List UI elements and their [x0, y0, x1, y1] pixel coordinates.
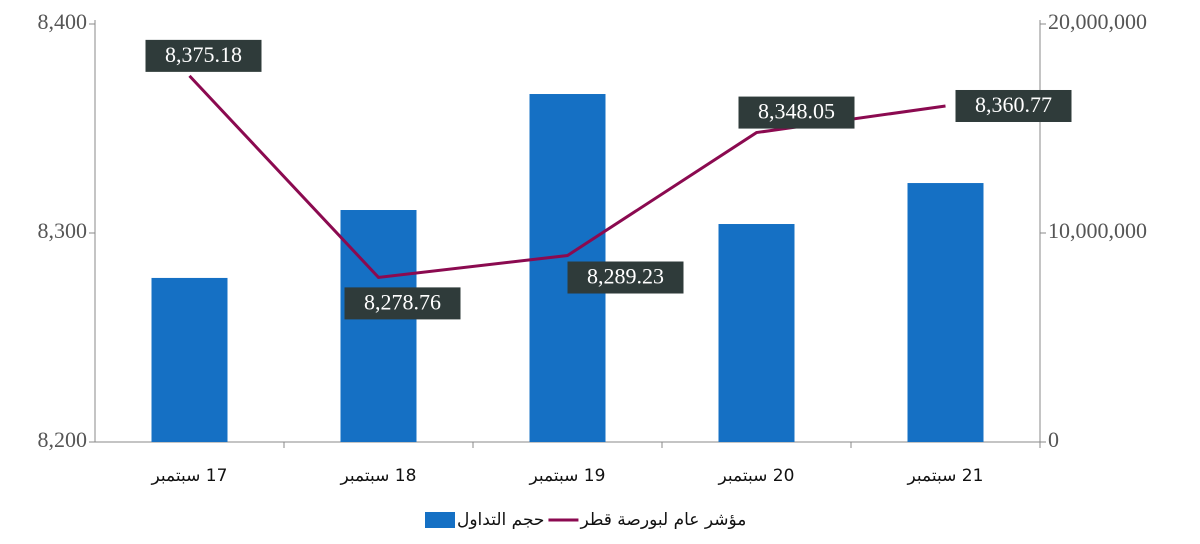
- y-tick-label: 8,200: [38, 427, 88, 452]
- value-label-box: [145, 39, 262, 72]
- x-tick-label: 20 سبتمبر: [718, 466, 795, 486]
- bar: [151, 277, 228, 442]
- value-label-box: [955, 89, 1072, 122]
- y-tick-label: 8,300: [38, 218, 88, 243]
- bar: [718, 224, 795, 442]
- value-label: 8,375.18: [165, 42, 242, 67]
- value-label-box: [567, 261, 684, 294]
- y2-tick-label: 0: [1048, 427, 1059, 452]
- bar: [907, 183, 984, 442]
- y2-tick-label: 20,000,000: [1048, 9, 1147, 34]
- x-tick-label: 19 سبتمبر: [529, 466, 606, 486]
- value-label-box: [738, 96, 855, 129]
- x-tick-label: 18 سبتمبر: [340, 466, 417, 486]
- legend-label: حجم التداول: [457, 510, 544, 530]
- value-label-box: [344, 287, 461, 320]
- value-label: 8,278.76: [364, 289, 441, 314]
- value-label: 8,289.23: [587, 264, 664, 289]
- y2-tick-label: 10,000,000: [1048, 218, 1147, 243]
- legend-swatch: [425, 512, 455, 528]
- x-tick-label: 17 سبتمبر: [151, 466, 228, 486]
- value-label: 8,348.05: [758, 99, 835, 124]
- x-tick-label: 21 سبتمبر: [907, 466, 984, 486]
- value-label: 8,360.77: [975, 92, 1052, 117]
- bar: [340, 210, 417, 442]
- legend-label: مؤشر عام لبورصة قطر: [579, 510, 746, 530]
- y-tick-label: 8,400: [38, 9, 88, 34]
